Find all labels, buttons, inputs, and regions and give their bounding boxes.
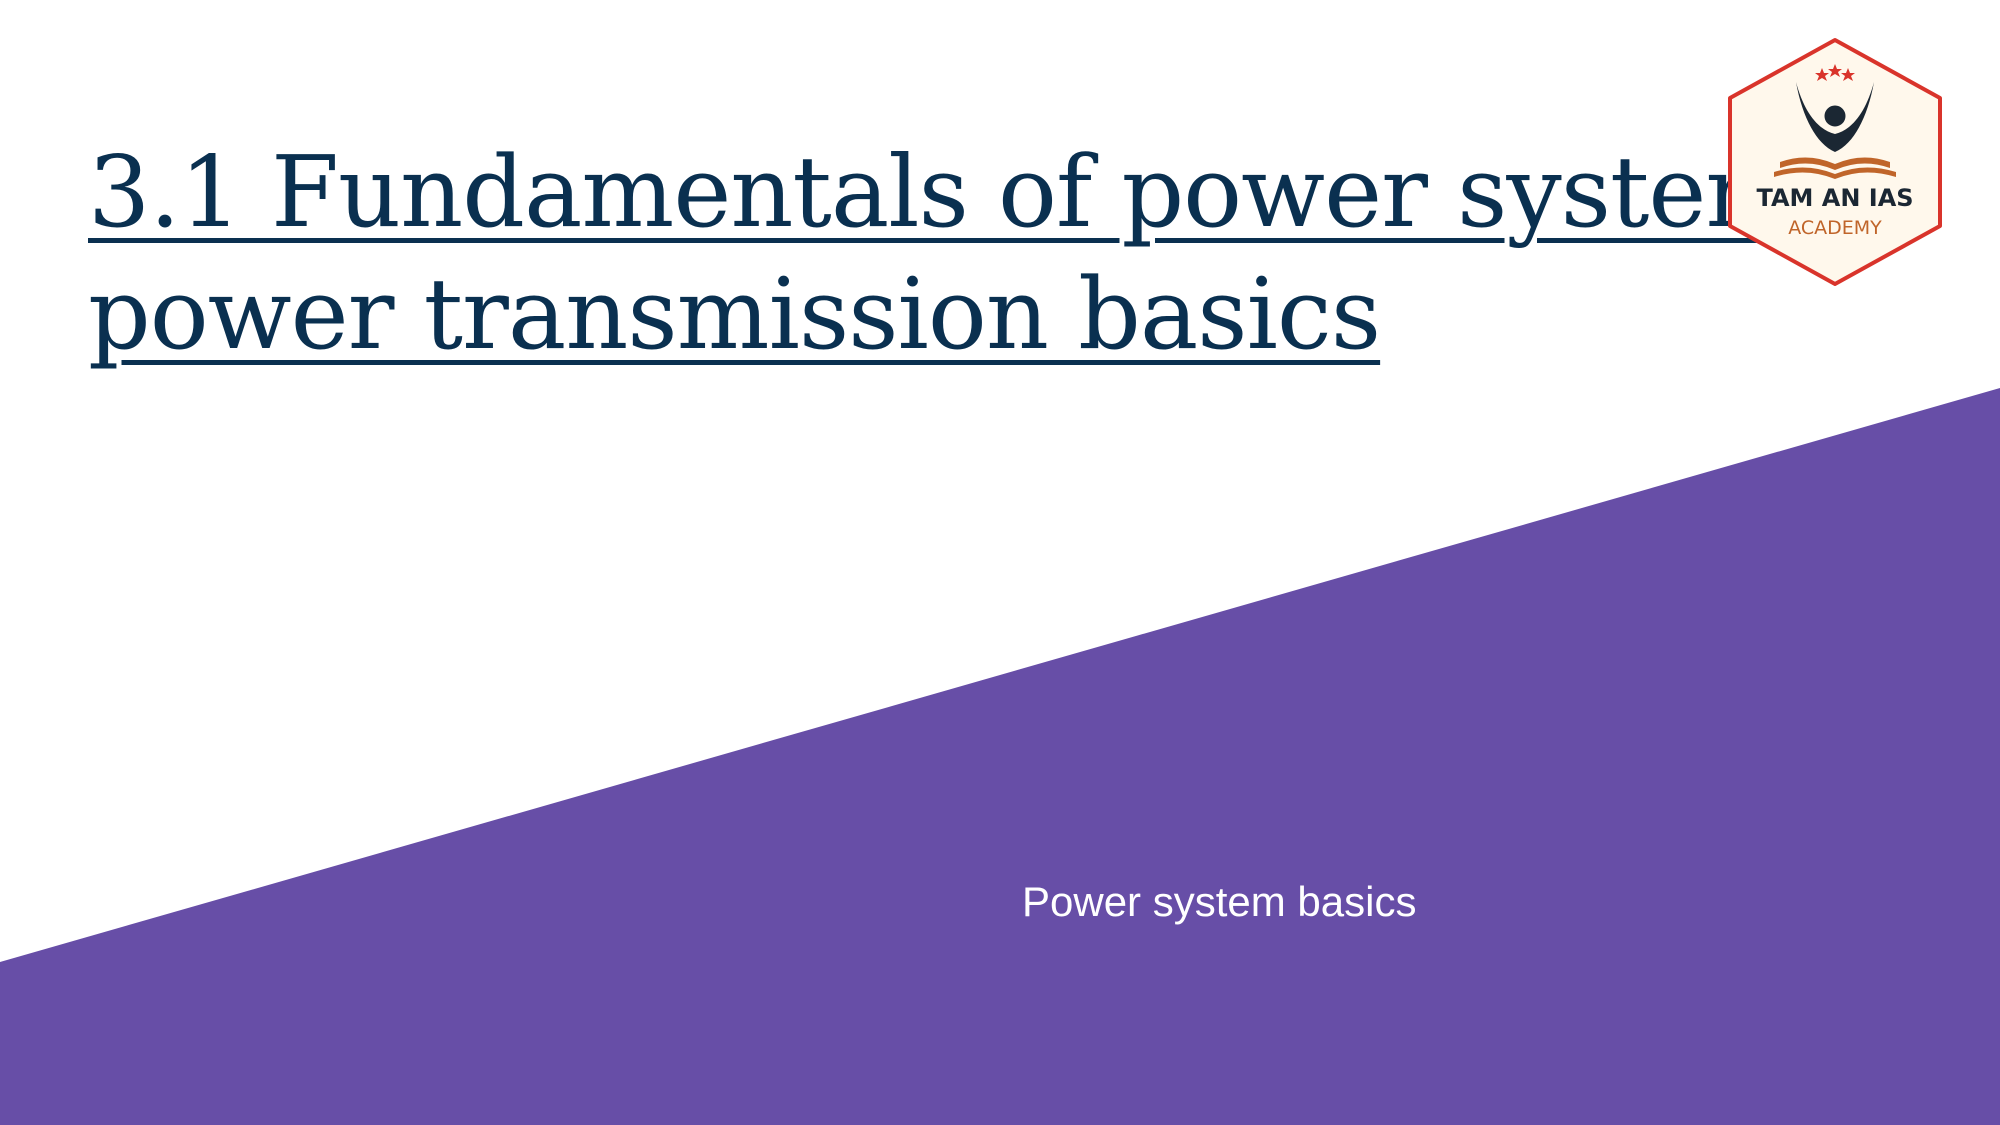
academy-emblem-icon (1774, 82, 1896, 179)
stars-icon (1815, 64, 1855, 81)
logo-text-top: TAM AN IAS (1756, 184, 1913, 212)
slide-title: 3.1 Fundamentals of power systems, power… (88, 132, 1878, 376)
logo-text-bottom: ACADEMY (1788, 217, 1882, 239)
academy-logo: TAM AN IAS ACADEMY (1728, 38, 1942, 286)
slide-subtitle: Power system basics (1022, 878, 1417, 925)
slide-title-line-1: 3.1 Fundamentals of power systems, (88, 136, 1878, 250)
slide-title-line-2: power transmission basics (88, 258, 1381, 372)
